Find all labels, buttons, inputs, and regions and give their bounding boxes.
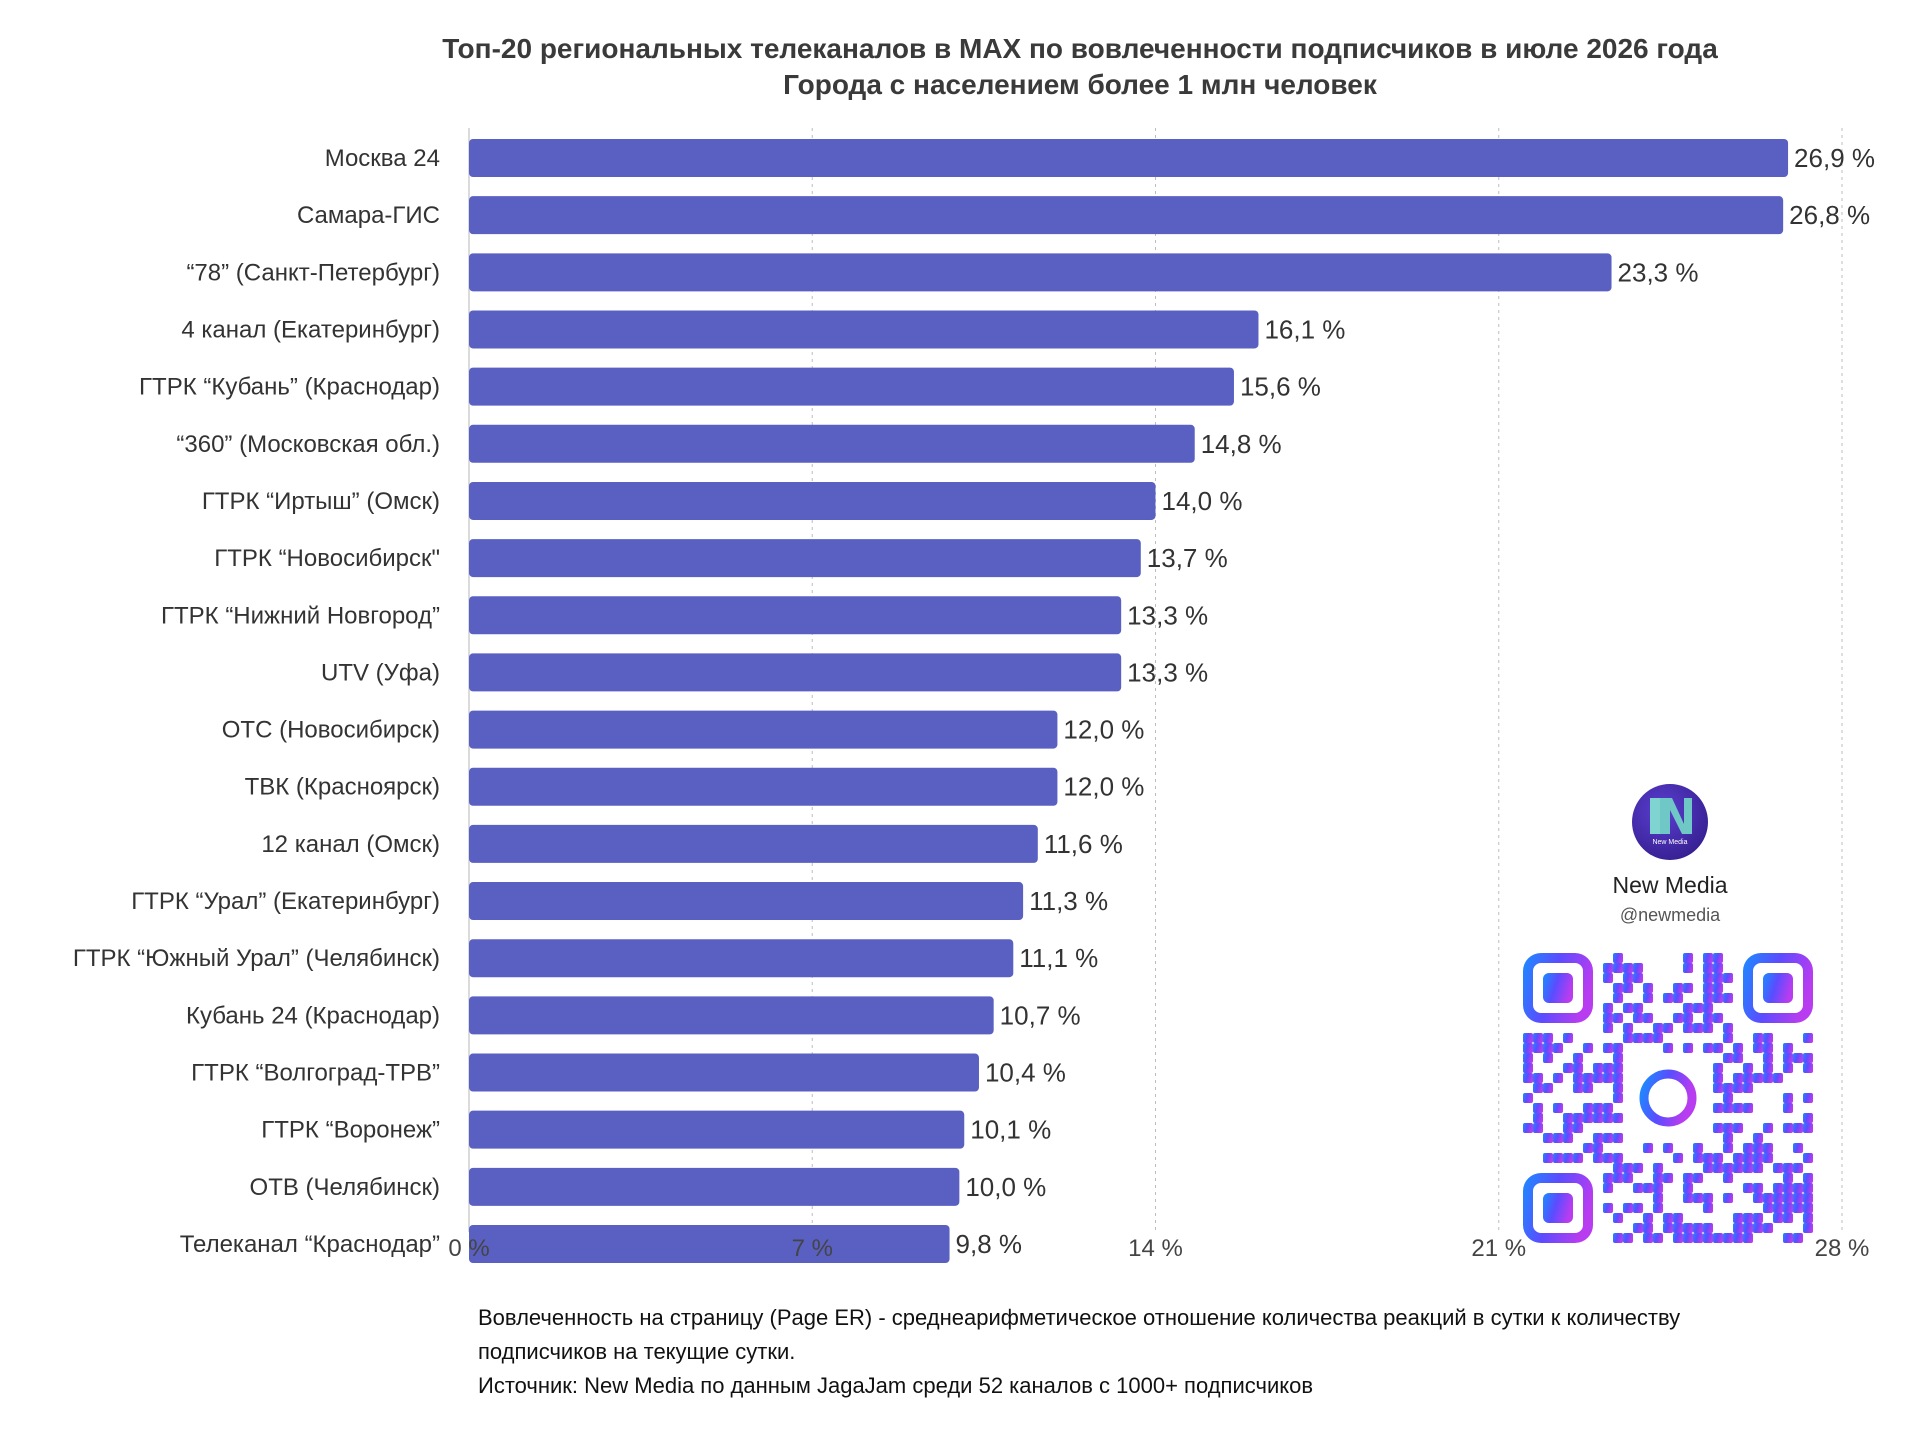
value-label: 14,0 %: [1162, 486, 1243, 516]
category-label: “360” (Московская обл.): [176, 431, 440, 458]
value-label: 11,3 %: [1029, 886, 1108, 916]
value-label: 12,0 %: [1063, 772, 1144, 802]
bar: [469, 1167, 960, 1206]
bar-chart: Москва 24 Самара-ГИС “78” (Санкт-Петербург…: [73, 128, 1875, 1263]
category-label: ГТРК “Воронеж”: [261, 1117, 440, 1144]
value-label: 13,3 %: [1127, 600, 1208, 630]
category-label: 12 канал (Омск): [261, 831, 440, 858]
bars: [469, 139, 1789, 1263]
x-axis-ticks: 0 % 7 % 14 % 21 % 28 %: [448, 1235, 1869, 1262]
value-label: 13,7 %: [1147, 543, 1228, 573]
value-label: 10,1 %: [970, 1115, 1051, 1145]
category-label: ГТРК “Волгоград-ТРВ”: [191, 1060, 440, 1087]
category-label: “78” (Санкт-Петербург): [186, 259, 440, 286]
bar: [469, 481, 1156, 520]
bar: [469, 596, 1122, 635]
bar: [469, 939, 1014, 978]
category-label: ГТРК “Новосибирск": [214, 545, 440, 572]
qr-code-icon: [1523, 953, 1813, 1243]
value-label: 10,0 %: [965, 1172, 1046, 1202]
bar: [469, 653, 1122, 692]
x-tick-label: 7 %: [792, 1235, 833, 1262]
value-label: 11,1 %: [1019, 943, 1098, 973]
x-tick-label: 28 %: [1815, 1235, 1870, 1262]
logo-caption: New Media: [1652, 839, 1687, 846]
value-label: 15,6 %: [1240, 372, 1321, 402]
bar: [469, 253, 1612, 292]
bar: [469, 139, 1789, 177]
category-label: Москва 24: [325, 145, 440, 172]
value-label: 16,1 %: [1264, 314, 1345, 344]
value-label: 12,0 %: [1063, 715, 1144, 745]
category-label: Телеканал “Краснодар”: [180, 1231, 440, 1258]
category-labels: Москва 24 Самара-ГИС “78” (Санкт-Петербург…: [73, 145, 440, 1258]
footnote-definition: Вовлеченность на страницу (Page ER) - ср…: [478, 1305, 1681, 1364]
brand-name: New Media: [1612, 872, 1728, 898]
bar: [469, 424, 1195, 463]
value-labels: 26,9 % 26,8 % 23,3 % 16,1 % 15,6 % 14,8 % 14,0…: [956, 143, 1875, 1259]
value-label: 9,8 %: [956, 1229, 1023, 1259]
category-label: ГТРК “Нижний Новгород”: [161, 602, 440, 629]
bar: [469, 1053, 979, 1092]
category-label: ГТРК “Кубань” (Краснодар): [139, 374, 440, 401]
category-label: Самара-ГИС: [297, 202, 440, 229]
value-label: 23,3 %: [1618, 257, 1699, 287]
x-tick-label: 14 %: [1128, 1235, 1183, 1262]
bar: [469, 996, 994, 1035]
value-label: 26,9 %: [1794, 143, 1875, 173]
value-label: 13,3 %: [1127, 657, 1208, 687]
new-media-logo-icon: New Media: [1632, 784, 1708, 860]
category-label: ТВК (Красноярск): [245, 774, 440, 801]
value-label: 26,8 %: [1789, 200, 1870, 230]
value-label: 11,6 %: [1044, 829, 1123, 859]
bar: [469, 1225, 950, 1263]
x-tick-label: 0 %: [448, 1235, 489, 1262]
category-label: Кубань 24 (Краснодар): [186, 1002, 440, 1029]
bar: [469, 824, 1038, 863]
bar: [469, 710, 1058, 749]
brand-handle: @newmedia: [1619, 905, 1721, 925]
category-label: ГТРК “Урал” (Екатеринбург): [131, 888, 440, 915]
bar: [469, 310, 1259, 349]
value-label: 14,8 %: [1201, 429, 1282, 459]
chart-subtitle: Города с населением более 1 млн человек: [783, 69, 1377, 100]
category-label: ГТРК “Южный Урал” (Челябинск): [73, 945, 440, 972]
x-tick-label: 21 %: [1471, 1235, 1526, 1262]
bar: [469, 539, 1141, 578]
bar: [469, 767, 1058, 806]
bar: [469, 882, 1024, 921]
new-media-logo-mark: New Media: [1650, 798, 1692, 846]
footnote-source: Источник: New Media по данным JagaJam ср…: [478, 1373, 1314, 1398]
chart-title: Топ-20 региональных телеканалов в MAX по…: [442, 33, 1718, 64]
category-label: ОТВ (Челябинск): [250, 1174, 440, 1201]
category-label: 4 канал (Екатеринбург): [181, 316, 440, 343]
category-label: ОТС (Новосибирск): [222, 717, 440, 744]
bar: [469, 196, 1784, 235]
value-label: 10,7 %: [1000, 1000, 1081, 1030]
category-label: ГТРК “Иртыш” (Омск): [202, 488, 440, 515]
bar: [469, 1110, 965, 1149]
value-label: 10,4 %: [985, 1058, 1066, 1088]
category-label: UTV (Уфа): [321, 659, 440, 686]
bar: [469, 367, 1234, 406]
